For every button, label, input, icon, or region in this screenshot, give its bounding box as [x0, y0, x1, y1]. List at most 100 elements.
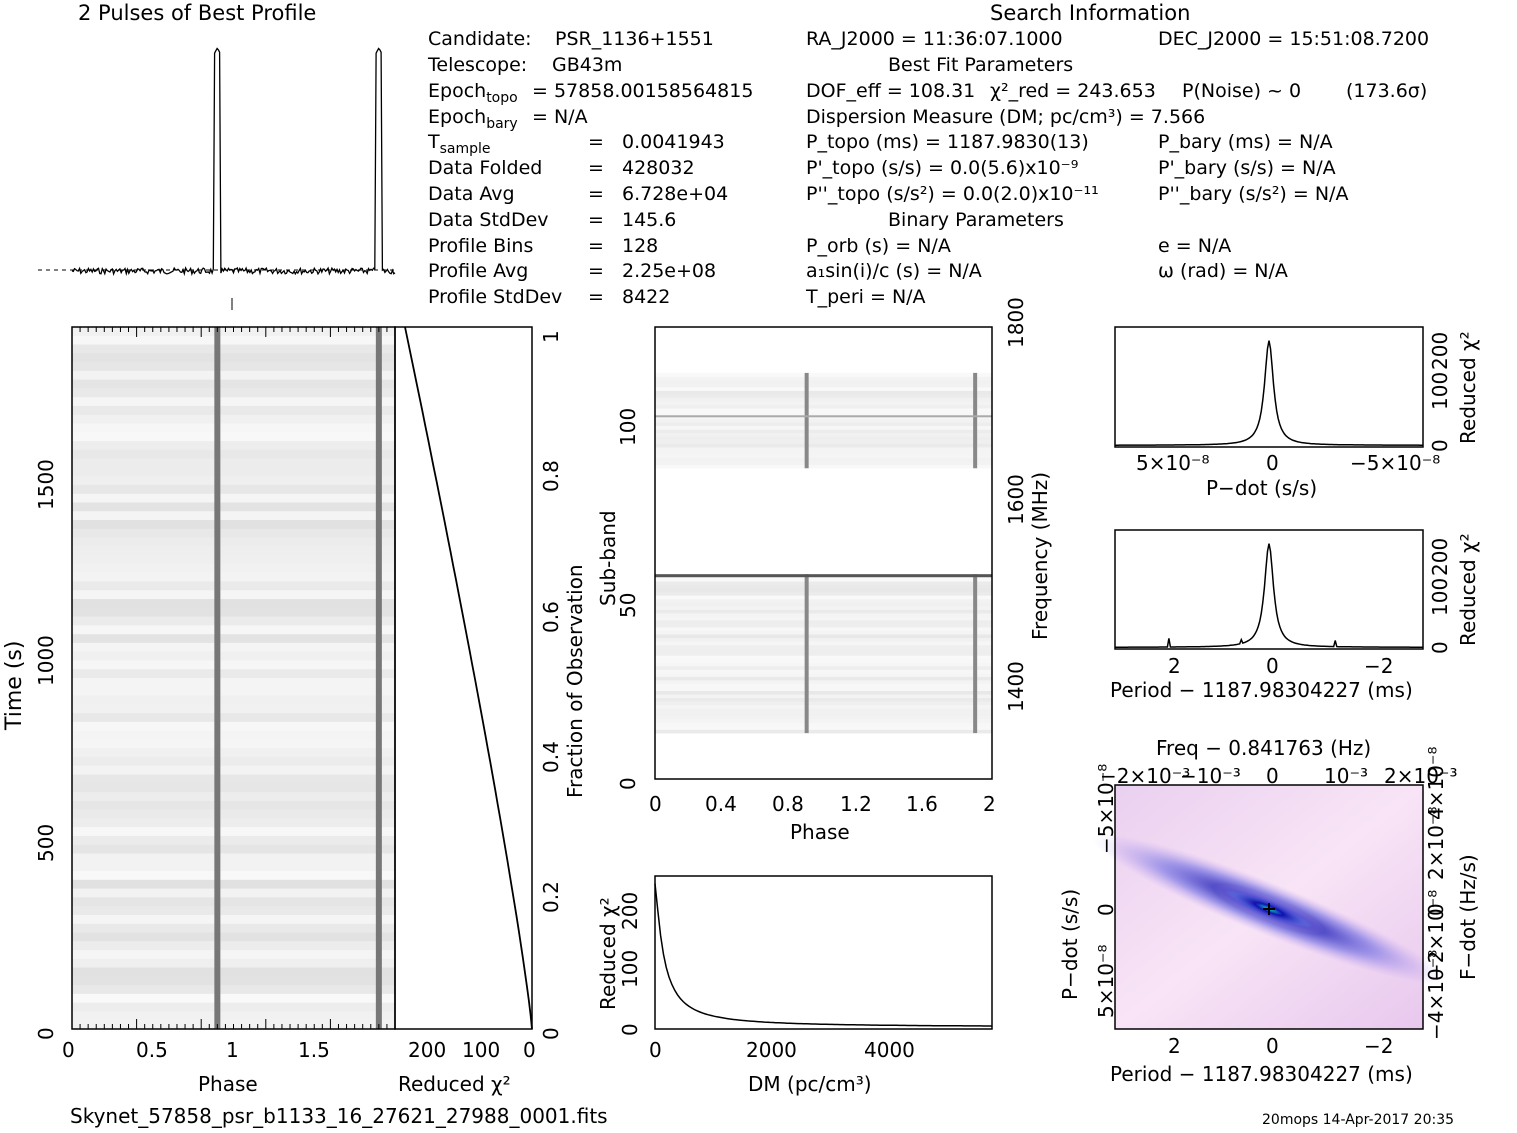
- sb-band: [655, 436, 992, 441]
- chi2-text: χ²_red = 243.653: [990, 80, 1156, 102]
- sb-band: [655, 673, 992, 677]
- dec-text: DEC_J2000 = 15:51:08.7200: [1158, 28, 1430, 50]
- dm-ytick-0: 0: [618, 1023, 642, 1036]
- pd-ytick-1: 100: [1428, 371, 1452, 410]
- tp-row: [72, 458, 395, 468]
- tp-row: [72, 897, 395, 907]
- pr-ytick-1: 100: [1428, 577, 1452, 616]
- candidate-value: PSR_1136+1551: [555, 28, 714, 50]
- pdot-period-plot: [1092, 784, 1446, 1030]
- tp-row: [72, 756, 395, 767]
- sb-band: [655, 683, 992, 688]
- tp-row: [72, 976, 395, 986]
- sb-band: [655, 722, 992, 727]
- sb-band: [655, 372, 992, 377]
- tp-xtick-1: 0.5: [136, 1038, 168, 1062]
- tp-row: [72, 862, 395, 872]
- eq-3: =: [588, 183, 604, 205]
- sb-band: [655, 666, 992, 670]
- sb-band: [655, 676, 992, 681]
- sb-band: [655, 461, 992, 466]
- tp-row: [72, 572, 395, 582]
- sb-band: [655, 390, 992, 395]
- dm-ytick-2: 200: [618, 891, 642, 930]
- fr-ytick-3: 0.6: [539, 601, 563, 633]
- sb-rfi-row: [655, 415, 992, 418]
- tp-row: [72, 335, 395, 346]
- fr-ytick-5: 1: [539, 330, 563, 343]
- eq-2: =: [588, 157, 604, 179]
- sb-y2tick-0: 1400: [1004, 661, 1028, 712]
- fr-ytick-0: 0: [539, 1027, 563, 1040]
- ra-text: RA_J2000 = 11:36:07.1000: [806, 28, 1063, 50]
- tp-row: [72, 844, 395, 854]
- profile-avg-value: 2.25e+08: [622, 260, 717, 282]
- sb-band: [655, 464, 992, 469]
- pp-ytick-1: 0: [1094, 903, 1118, 916]
- pd-frame: [1114, 326, 1424, 448]
- pp-xtick-1: 0: [1266, 1034, 1279, 1058]
- sb-xtick-3: 1.2: [840, 792, 872, 816]
- pp-xtick-2: −2: [1364, 1034, 1394, 1058]
- pp-x2tick-4: 2×10⁻³: [1384, 764, 1458, 788]
- pr-xtick-1: 0: [1266, 654, 1279, 678]
- fr-xtick-1: 100: [462, 1038, 501, 1062]
- dof-text: DOF_eff = 108.31: [806, 80, 976, 102]
- tp-row: [72, 827, 395, 837]
- tp-row: [72, 388, 395, 398]
- pp-frame: [1114, 784, 1424, 1030]
- tp-row: [72, 449, 395, 460]
- pd-ytick-2: 200: [1428, 331, 1452, 370]
- tp-row: [72, 493, 395, 503]
- profile-title: 2 Pulses of Best Profile: [78, 1, 317, 25]
- sb-band: [655, 669, 992, 674]
- sb-band: [655, 577, 992, 582]
- tp-row: [72, 835, 395, 846]
- dm-ytick-1: 100: [618, 949, 642, 988]
- tp-row: [72, 441, 395, 451]
- sb-xtick-0: 0: [649, 792, 662, 816]
- sb-band: [655, 648, 992, 653]
- tp-row: [72, 669, 395, 679]
- pdtopo-text: P'_topo (s/s) = 0.0(5.6)x10⁻⁹: [806, 157, 1079, 179]
- pd-ylabel: Reduced χ²: [1456, 331, 1480, 444]
- sb-band: [655, 627, 992, 631]
- sb-band: [655, 432, 992, 437]
- sb-band: [655, 641, 992, 646]
- tp-row: [72, 634, 395, 644]
- sb-band: [655, 704, 992, 709]
- tp-row: [72, 511, 395, 521]
- sb-ylabel: Sub-band: [596, 510, 620, 606]
- ecc-text: e = N/A: [1158, 235, 1232, 257]
- tp-pulse-track: [214, 327, 221, 1029]
- tp-row: [72, 563, 395, 574]
- ptopo-text: P_topo (ms) = 1187.9830(13): [806, 131, 1089, 153]
- candidate-label: Candidate:: [428, 28, 532, 50]
- porb-text: P_orb (s) = N/A: [806, 235, 951, 257]
- fraction-chi2-plot: [394, 326, 533, 1030]
- sb-band: [655, 443, 992, 448]
- sb-y2label: Frequency (MHz): [1028, 471, 1052, 640]
- epoch-topo-value: = 57858.00158564815: [532, 80, 754, 102]
- tp-row: [72, 660, 395, 670]
- sb-band: [655, 708, 992, 713]
- tp-xtick-3: 1.5: [298, 1038, 330, 1062]
- tp-row: [72, 950, 395, 960]
- sb-band: [655, 715, 992, 720]
- tp-row: [72, 607, 395, 618]
- pd-ytick-0: 0: [1428, 439, 1452, 452]
- sb-band: [655, 404, 992, 409]
- pp-ytick-0: 5×10⁻⁸: [1094, 944, 1118, 1018]
- tp-ytick-2: 1000: [34, 635, 58, 686]
- tp-row: [72, 941, 395, 951]
- tp-row: [72, 739, 395, 749]
- tp-row: [72, 432, 395, 442]
- sb-band: [655, 680, 992, 684]
- tp-row: [72, 625, 395, 635]
- tp-row: [72, 476, 395, 486]
- tp-row: [72, 686, 395, 697]
- pr-frame: [1114, 529, 1424, 650]
- sb-band: [655, 658, 992, 663]
- sb-band: [655, 634, 992, 639]
